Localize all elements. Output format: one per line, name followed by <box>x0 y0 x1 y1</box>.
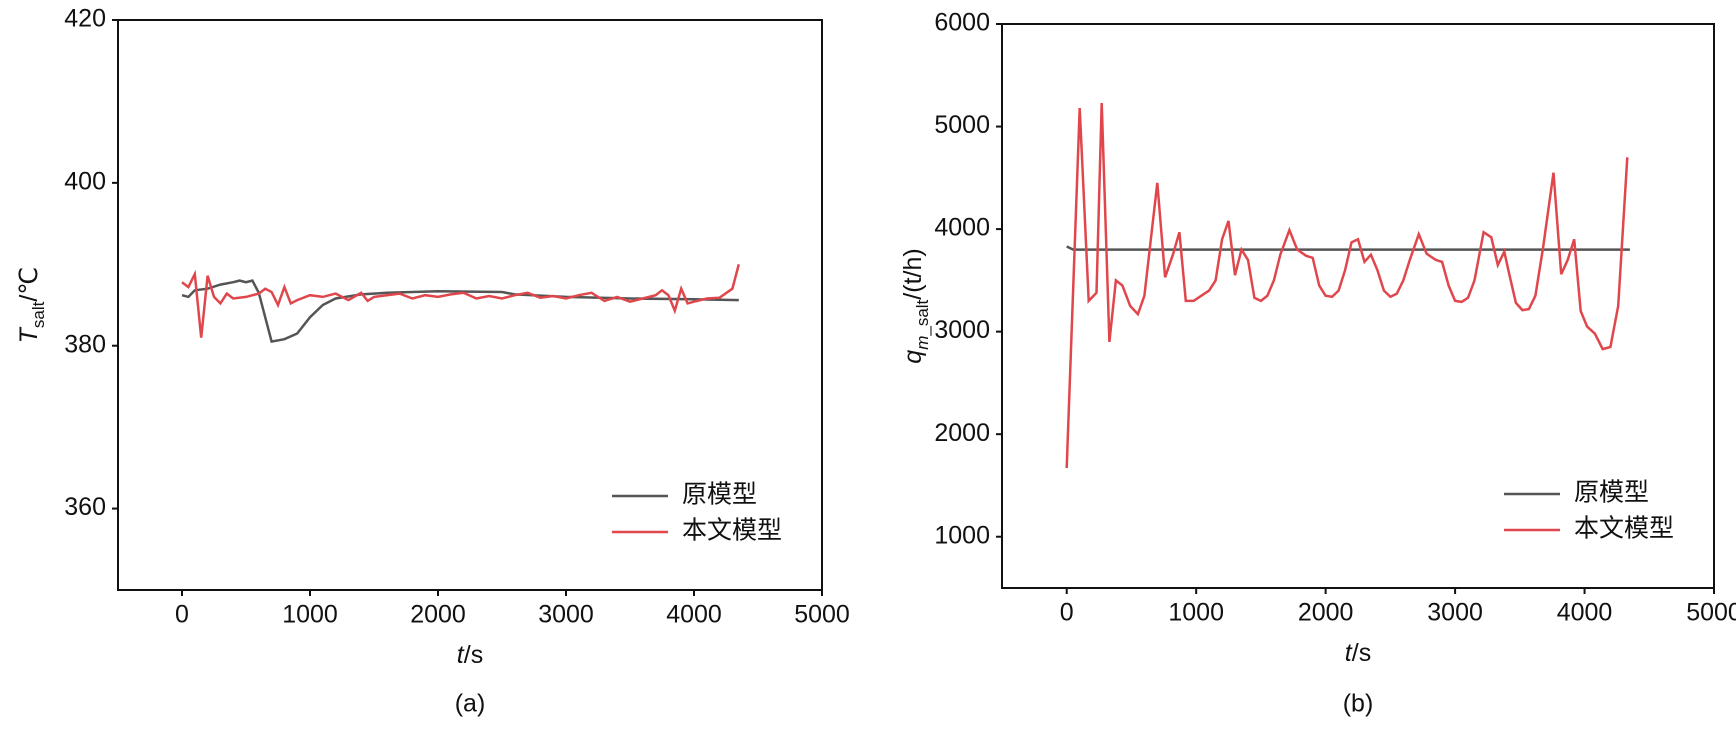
y-axis-label-part: /℃ <box>15 267 43 302</box>
x-axis-label-part: t <box>1345 639 1353 667</box>
x-tick-label: 2000 <box>1298 599 1354 627</box>
data-line <box>1066 245 1630 251</box>
plot-frame <box>1001 23 1715 589</box>
y-axis-label-part: _salt <box>913 299 932 336</box>
caption: (b) <box>1343 690 1374 718</box>
x-axis-label: t/s <box>457 641 483 669</box>
x-tick-label: 4000 <box>666 601 722 629</box>
x-axis-label-part: t <box>457 641 465 669</box>
y-tick-label: 4000 <box>934 214 990 242</box>
y-axis-label: qm_salt/(t/h) <box>899 248 932 363</box>
data-line <box>1065 102 1629 469</box>
plot-frame <box>117 19 823 591</box>
x-axis-label-part: /s <box>464 641 483 669</box>
y-tick-label: 400 <box>64 167 106 195</box>
y-tick-label: 5000 <box>934 111 990 139</box>
y-tick-label: 360 <box>64 493 106 521</box>
y-axis-label-part: T <box>15 326 43 343</box>
y-axis-label-part: salt <box>29 301 48 328</box>
x-tick-label: 5000 <box>794 601 850 629</box>
y-axis-label-part: q <box>899 350 927 364</box>
subplot: 0 1000 2000 3000 4000 5000 1000 2000 3000 4000 500… <box>899 9 1736 718</box>
y-tick-label: 3000 <box>934 316 990 344</box>
legend-label: 原模型 <box>682 481 757 509</box>
x-tick-label: 4000 <box>1557 599 1613 627</box>
y-axis-label-part: m <box>913 336 932 350</box>
x-tick-label: 3000 <box>538 601 594 629</box>
x-tick-label: 0 <box>175 601 189 629</box>
y-tick-label: 6000 <box>934 9 990 37</box>
y-tick-label: 420 <box>64 5 106 33</box>
x-axis-label: t/s <box>1345 639 1371 667</box>
legend-label: 本文模型 <box>1574 515 1674 543</box>
y-tick-label: 1000 <box>934 521 990 549</box>
x-tick-label: 5000 <box>1686 599 1736 627</box>
y-tick-label: 380 <box>64 330 106 358</box>
y-axis-label: Tsalt/℃ <box>15 267 48 344</box>
y-axis-label-part: /(t/h) <box>899 248 927 299</box>
x-tick-label: 3000 <box>1427 599 1483 627</box>
x-tick-label: 2000 <box>410 601 466 629</box>
subplot: 0 1000 2000 3000 4000 5000 360 380 400 420 t/s Tsal… <box>15 5 850 718</box>
x-tick-label: 0 <box>1060 599 1074 627</box>
y-tick-label: 2000 <box>934 419 990 447</box>
x-axis-label-part: /s <box>1352 639 1371 667</box>
x-tick-label: 1000 <box>1168 599 1224 627</box>
data-line <box>181 263 741 338</box>
caption: (a) <box>455 690 486 718</box>
legend-label: 本文模型 <box>682 517 782 545</box>
x-tick-label: 1000 <box>282 601 338 629</box>
legend-label: 原模型 <box>1574 479 1649 507</box>
